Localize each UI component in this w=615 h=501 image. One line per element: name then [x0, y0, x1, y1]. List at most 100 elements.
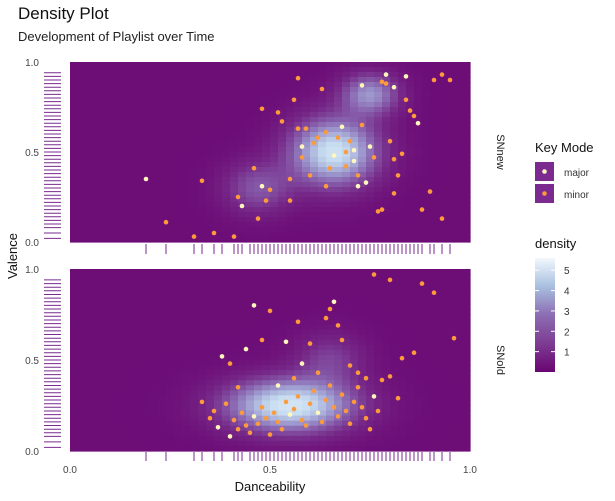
density-cell: [294, 107, 303, 113]
density-cell: [358, 269, 367, 275]
density-cell: [358, 222, 367, 228]
density-cell: [102, 142, 111, 148]
density-cell: [118, 274, 127, 280]
density-cell: [270, 390, 279, 396]
density-cell: [190, 390, 199, 396]
density-cell: [286, 365, 295, 371]
density-cell: [318, 102, 327, 108]
density-cell: [430, 445, 439, 452]
density-cell: [166, 284, 175, 290]
density-cell: [382, 87, 391, 93]
density-cell: [414, 309, 423, 316]
density-cell: [302, 279, 311, 285]
density-cell: [174, 390, 183, 396]
density-cell: [286, 107, 295, 113]
density-cell: [262, 192, 271, 198]
density-cell: [294, 227, 303, 233]
density-cell: [134, 425, 143, 432]
density-cell: [278, 87, 287, 93]
data-point-minor: [331, 405, 337, 410]
density-cell: [110, 77, 119, 83]
density-cell: [254, 289, 263, 295]
density-cell: [366, 269, 375, 275]
density-cell: [334, 227, 343, 233]
density-cell: [262, 132, 271, 138]
data-point-minor: [235, 385, 241, 390]
density-cell: [398, 157, 407, 163]
density-cell: [142, 197, 151, 203]
density-cell: [454, 435, 463, 442]
density-cell: [358, 92, 367, 98]
density-cell: [70, 217, 79, 223]
density-cell: [182, 309, 191, 316]
density-cell: [238, 365, 247, 371]
density-cell: [134, 324, 143, 331]
density-cell: [406, 289, 415, 295]
density-cell: [462, 289, 471, 295]
data-point-minor: [231, 417, 237, 423]
density-cell: [342, 182, 351, 188]
density-cell: [302, 167, 311, 173]
density-cell: [78, 72, 87, 78]
density-cell: [454, 445, 463, 452]
density-cell: [214, 122, 223, 128]
density-cell: [86, 329, 95, 336]
density-cell: [254, 415, 263, 422]
density-cell: [134, 102, 143, 108]
density-cell: [94, 309, 103, 316]
density-cell: [182, 299, 191, 305]
density-cell: [350, 365, 359, 371]
density-cell: [422, 329, 431, 336]
density-cell: [374, 127, 383, 133]
density-cell: [174, 309, 183, 316]
density-cell: [446, 435, 455, 442]
density-cell: [382, 289, 391, 295]
density-cell: [430, 62, 439, 68]
density-cell: [366, 97, 375, 103]
density-cell: [278, 309, 287, 316]
density-cell: [382, 334, 391, 341]
density-cell: [454, 390, 463, 396]
density-cell: [302, 380, 311, 386]
density-cell: [454, 112, 463, 118]
density-cell: [334, 207, 343, 213]
density-cell: [254, 167, 263, 173]
density-cell: [94, 430, 103, 437]
density-cell: [246, 274, 255, 280]
density-cell: [214, 354, 223, 361]
data-point-minor: [387, 277, 393, 283]
density-cell: [270, 137, 279, 143]
density-cell: [166, 354, 175, 361]
density-cell: [110, 182, 119, 188]
density-cell: [366, 274, 375, 280]
density-cell: [342, 117, 351, 123]
density-cell: [262, 107, 271, 113]
density-cell: [238, 162, 247, 168]
density-cell: [126, 97, 135, 103]
density-cell: [454, 339, 463, 346]
density-cell: [454, 440, 463, 447]
density-cell: [254, 182, 263, 188]
density-cell: [190, 72, 199, 78]
density-cell: [262, 329, 271, 336]
density-cell: [182, 207, 191, 213]
chart-subtitle: Development of Playlist over Time: [18, 29, 215, 44]
density-cell: [86, 72, 95, 78]
data-point-minor: [291, 375, 297, 381]
density-cell: [230, 227, 239, 233]
density-cell: [118, 147, 127, 153]
density-cell: [414, 304, 423, 311]
density-cell: [326, 405, 335, 412]
density-cell: [294, 415, 303, 422]
density-cell: [446, 370, 455, 376]
density-cell: [270, 177, 279, 183]
density-cell: [142, 334, 151, 341]
density-cell: [358, 172, 367, 178]
density-cell: [70, 339, 79, 346]
density-cell: [374, 132, 383, 138]
density-cell: [278, 97, 287, 103]
density-cell: [318, 339, 327, 346]
density-cell: [254, 97, 263, 103]
density-cell: [350, 152, 359, 158]
density-cell: [318, 222, 327, 228]
